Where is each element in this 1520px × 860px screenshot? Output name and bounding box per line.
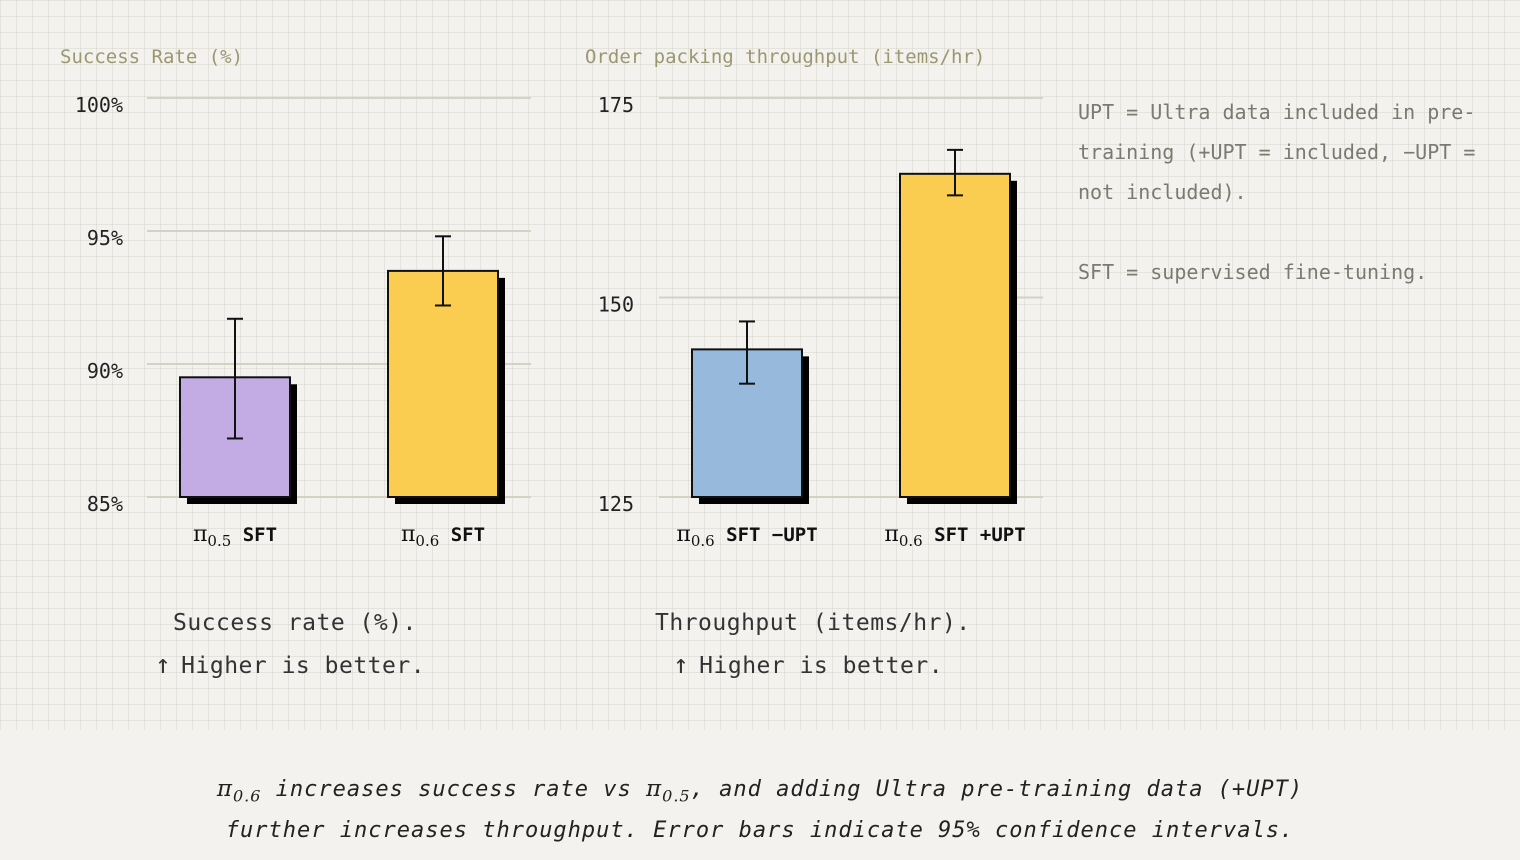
chart2-caption-hint: Higher is better. — [699, 653, 944, 679]
bar — [899, 172, 1011, 498]
legend-sft-definition: SFT = supervised fine-tuning. — [1078, 260, 1428, 284]
pi-subscript: 0.5 — [207, 532, 231, 550]
y-tick-label: 125 — [598, 492, 634, 516]
pi-subscript: 0.5 — [662, 786, 691, 806]
figure-caption: π0.6 increases success rate vs π0.5, and… — [0, 772, 1520, 848]
chart1-caption: Success rate (%). ↑ Higher is better. — [155, 602, 426, 687]
pi-symbol: π — [884, 522, 898, 547]
pi-subscript: 0.6 — [232, 786, 262, 806]
charts-canvas: Success Rate (%)85%90%95%100%π0.5 SFT π0.… — [60, 46, 1043, 550]
pi-symbol: π — [216, 776, 233, 802]
y-tick-label: 90% — [87, 359, 123, 383]
y-tick-label: 175 — [598, 93, 634, 117]
pi-subscript: 0.6 — [899, 532, 923, 550]
chart2-y-axis-title: Order packing throughput (items/hr) — [585, 46, 985, 68]
y-tick-label: 100% — [75, 93, 123, 117]
pi-subscript: 0.6 — [691, 532, 715, 550]
pi-symbol: π — [401, 522, 415, 547]
x-category-label: π0.6 SFT — [401, 522, 485, 550]
pi-symbol: π — [193, 522, 207, 547]
pi-symbol: π — [646, 776, 663, 802]
footer-background — [0, 730, 1520, 860]
chart1-caption-title: Success rate (%). — [173, 610, 417, 636]
y-tick-label: 95% — [87, 226, 123, 250]
x-category-label: π0.5 SFT — [193, 522, 277, 550]
figure-caption-text-a: increases success rate vs — [261, 777, 647, 802]
chart2-caption-title: Throughput (items/hr). — [655, 610, 971, 636]
chart1-y-axis-title: Success Rate (%) — [60, 46, 243, 68]
figure-caption-text-b: , and adding Ultra pre-training data (+U… — [690, 777, 1304, 802]
legend-upt-definition: UPT = Ultra data included in pre-trainin… — [1078, 100, 1476, 204]
bar — [387, 269, 499, 498]
up-arrow-icon: ↑ — [155, 650, 172, 680]
y-tick-label: 150 — [598, 293, 634, 317]
y-tick-label: 85% — [87, 492, 123, 516]
pi-subscript: 0.6 — [415, 532, 439, 550]
figure-caption-line1: π0.6 increases success rate vs π0.5, and… — [0, 772, 1520, 813]
category-name: SFT −UPT — [715, 524, 818, 546]
abbreviation-legend: UPT = Ultra data included in pre-trainin… — [1078, 92, 1498, 332]
chart2-caption: Throughput (items/hr). ↑ Higher is better… — [655, 602, 971, 687]
category-name: SFT — [231, 524, 277, 546]
category-name: SFT — [439, 524, 485, 546]
category-name: SFT +UPT — [923, 524, 1026, 546]
x-category-label: π0.6 SFT +UPT — [884, 522, 1025, 550]
pi-symbol: π — [676, 522, 690, 547]
chart1-caption-hint: Higher is better. — [181, 653, 426, 679]
figure-caption-line2: further increases throughput. Error bars… — [225, 818, 1295, 844]
x-category-label: π0.6 SFT −UPT — [676, 522, 817, 550]
up-arrow-icon: ↑ — [673, 650, 690, 680]
